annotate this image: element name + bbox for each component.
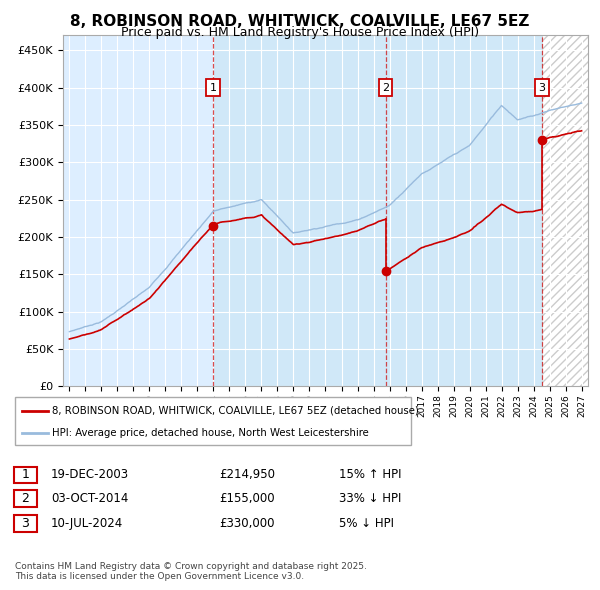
Text: 1: 1 [209, 83, 217, 93]
Text: 8, ROBINSON ROAD, WHITWICK, COALVILLE, LE67 5EZ: 8, ROBINSON ROAD, WHITWICK, COALVILLE, L… [70, 14, 530, 28]
Text: 2: 2 [21, 492, 29, 505]
Text: 33% ↓ HPI: 33% ↓ HPI [339, 492, 401, 505]
Text: 5% ↓ HPI: 5% ↓ HPI [339, 517, 394, 530]
Text: £330,000: £330,000 [219, 517, 275, 530]
Bar [213, 35, 542, 386]
Text: 03-OCT-2014: 03-OCT-2014 [51, 492, 128, 505]
Text: £214,950: £214,950 [219, 468, 275, 481]
Text: Price paid vs. HM Land Registry's House Price Index (HPI): Price paid vs. HM Land Registry's House … [121, 26, 479, 39]
Text: 10-JUL-2024: 10-JUL-2024 [51, 517, 123, 530]
Text: £155,000: £155,000 [219, 492, 275, 505]
Bar [542, 35, 588, 386]
Text: 15% ↑ HPI: 15% ↑ HPI [339, 468, 401, 481]
Text: 1: 1 [21, 468, 29, 481]
Text: Contains HM Land Registry data © Crown copyright and database right 2025.
This d: Contains HM Land Registry data © Crown c… [15, 562, 367, 581]
Text: HPI: Average price, detached house, North West Leicestershire: HPI: Average price, detached house, Nort… [52, 428, 369, 438]
Text: 3: 3 [21, 517, 29, 530]
Text: 8, ROBINSON ROAD, WHITWICK, COALVILLE, LE67 5EZ (detached house): 8, ROBINSON ROAD, WHITWICK, COALVILLE, L… [52, 405, 419, 415]
Text: 3: 3 [538, 83, 545, 93]
Text: 2: 2 [382, 83, 389, 93]
Text: 19-DEC-2003: 19-DEC-2003 [51, 468, 129, 481]
